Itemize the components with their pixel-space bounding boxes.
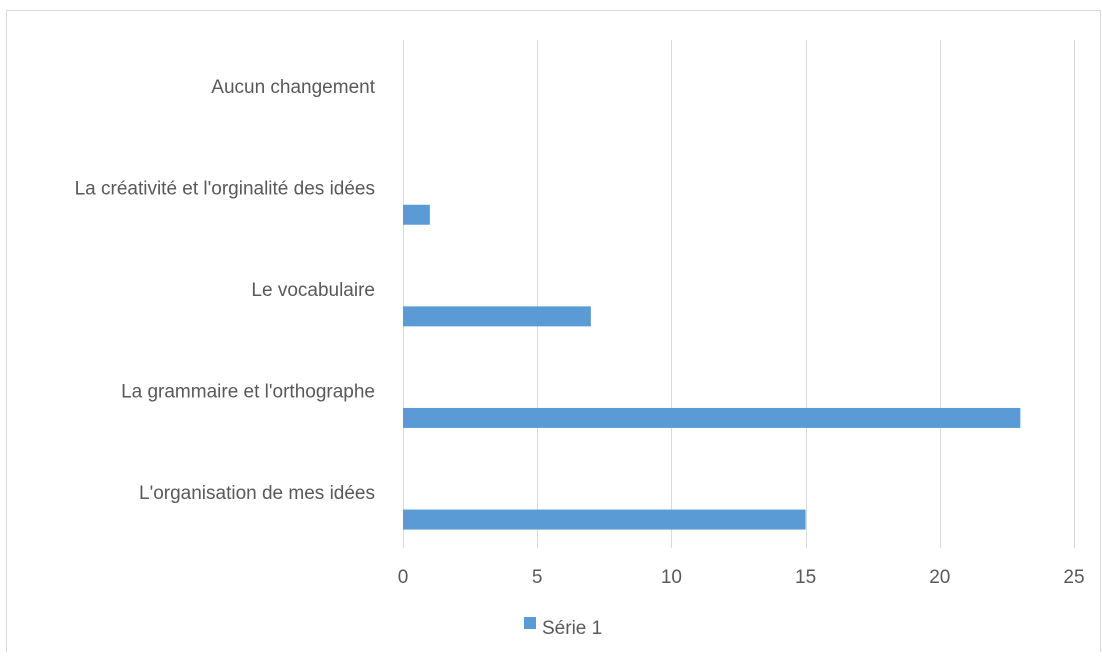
x-tick-label: 10 [661,567,682,588]
bars [403,204,1021,530]
x-tick-label: 0 [398,567,409,588]
legend: Série 1 [524,617,602,639]
x-tick-label: 15 [795,567,816,588]
category-labels: L'organisation de mes idées La grammaire … [75,77,376,504]
legend-label: Série 1 [542,618,602,639]
x-tick-label: 25 [1063,567,1084,588]
x-tick-label: 5 [532,567,543,588]
x-tick-labels: 0 5 10 15 20 25 [398,567,1085,588]
category-label: La grammaire et l'orthographe [121,382,375,403]
category-label: Aucun changement [211,77,375,98]
legend-swatch [524,617,536,629]
chart-border [6,10,1101,657]
category-label: La créativité et l'orginalité des idées [75,178,375,199]
x-tick-label: 20 [929,567,950,588]
bar [403,306,591,327]
gridlines [403,40,1075,548]
category-label: Le vocabulaire [251,280,375,301]
bar [403,509,806,530]
bar [403,204,430,225]
bar [403,407,1021,428]
category-label: L'organisation de mes idées [139,483,375,504]
